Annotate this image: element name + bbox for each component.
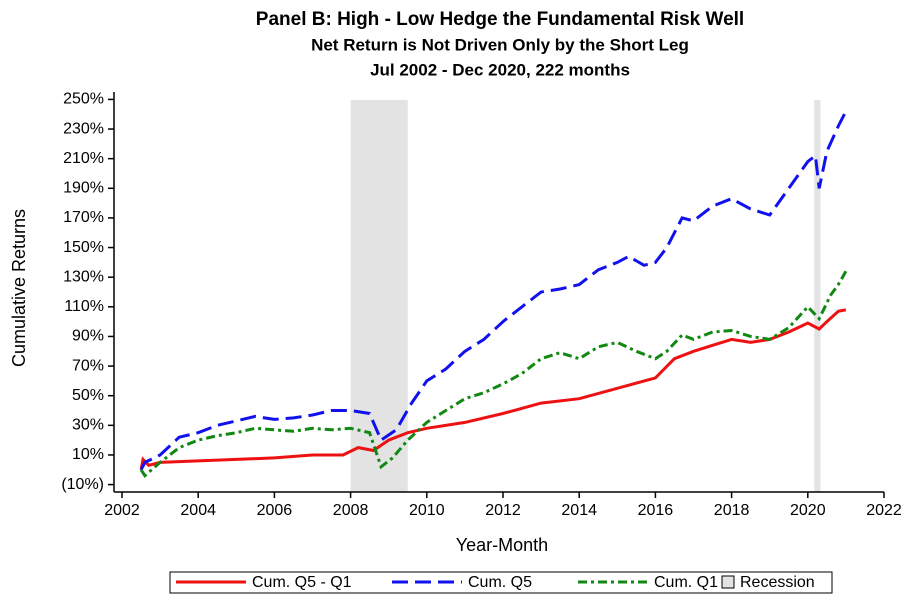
x-tick-label: 2004 bbox=[180, 502, 216, 519]
series-line bbox=[139, 270, 848, 478]
y-tick-label: 70% bbox=[72, 357, 104, 374]
legend-box bbox=[169, 571, 833, 594]
x-tick-label: 2018 bbox=[714, 502, 750, 519]
y-tick-label: 150% bbox=[63, 239, 104, 256]
x-tick-label: 2016 bbox=[638, 502, 674, 519]
chart-subtitle: Jul 2002 - Dec 2020, 222 months bbox=[370, 60, 630, 79]
legend-label: Cum. Q5 bbox=[468, 574, 532, 591]
chart-title: Panel B: High - Low Hedge the Fundamenta… bbox=[256, 9, 744, 30]
x-tick-label: 2012 bbox=[485, 502, 521, 519]
x-tick-label: 2008 bbox=[333, 502, 369, 519]
chart-subtitle: Net Return is Not Driven Only by the Sho… bbox=[311, 35, 689, 54]
x-tick-label: 2010 bbox=[409, 502, 445, 519]
y-tick-label: 190% bbox=[63, 180, 104, 197]
y-tick-label: 90% bbox=[72, 328, 104, 345]
y-axis-label: Cumulative Returns bbox=[9, 209, 29, 367]
series-line bbox=[139, 110, 848, 471]
x-tick-label: 2020 bbox=[790, 502, 826, 519]
y-tick-label: 110% bbox=[64, 298, 104, 315]
x-tick-label: 2014 bbox=[561, 502, 597, 519]
legend-label: Cum. Q1 bbox=[654, 574, 718, 591]
legend-swatch bbox=[721, 575, 735, 589]
y-tick-label: 130% bbox=[63, 268, 104, 285]
legend-label: Recession bbox=[740, 574, 815, 591]
y-tick-label: 10% bbox=[72, 446, 104, 463]
y-tick-label: (10%) bbox=[61, 476, 104, 493]
y-tick-label: 230% bbox=[63, 120, 104, 137]
y-tick-label: 50% bbox=[72, 387, 104, 404]
y-tick-label: 170% bbox=[63, 209, 104, 226]
x-tick-label: 2006 bbox=[257, 502, 293, 519]
x-tick-label: 2022 bbox=[866, 502, 902, 519]
legend-label: Cum. Q5 - Q1 bbox=[252, 574, 352, 591]
y-tick-label: 250% bbox=[63, 91, 104, 108]
recession-band bbox=[350, 100, 408, 492]
y-tick-label: 210% bbox=[63, 150, 104, 167]
x-axis-label: Year-Month bbox=[456, 535, 548, 555]
recession-band bbox=[814, 100, 821, 492]
x-tick-label: 2002 bbox=[104, 502, 140, 519]
y-tick-label: 30% bbox=[72, 417, 104, 434]
series-line bbox=[139, 308, 847, 471]
